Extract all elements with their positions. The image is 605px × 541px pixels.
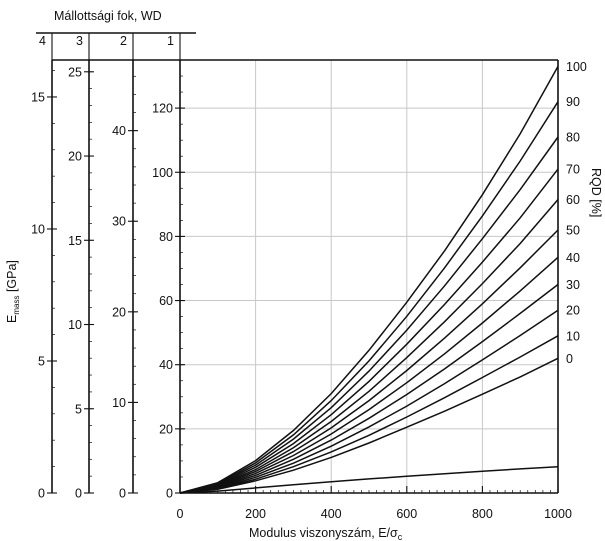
emass-axis-title-main: E [5,315,19,323]
series-curve-rqd-50 [179,229,559,494]
y-axis-tick-label: 120 [152,102,173,116]
y-axis-tick-label: 100 [152,166,173,180]
wd3-axis-tick-label: 15 [68,234,82,248]
y-axis-tick-label: 60 [159,294,173,308]
series-curve-rqd-10 [179,335,559,494]
series-curve-rqd-70 [179,168,559,494]
y-axis-tick-label: 0 [166,487,173,501]
grid [180,60,558,493]
x-axis-title: Modulus viszonyszám, E/σc [249,526,403,541]
emass-axis-title-unit: [GPa] [5,260,19,295]
top-axis-title: Mállottsági fok, WD [54,9,162,23]
wd2-axis-tick-label: 0 [119,487,126,501]
wd3-axis-tick-label: 20 [68,150,82,164]
series-curve-rqd-40 [179,256,559,494]
y-axis-tick-label: 80 [159,230,173,244]
series-curve-rqd-90 [179,101,559,494]
emass-axis-tick-label: 0 [38,487,45,501]
series-curves [179,66,559,494]
wd2-axis-tick-label: 30 [112,215,126,229]
emass-axis-tick-label: 10 [31,222,45,236]
axes [36,32,559,494]
x-axis-title-subscript: c [398,532,403,541]
series-curve-rqd-60 [179,199,559,494]
rqd-axis-title: RQD [%] [589,168,603,217]
top-axis-tick-label: 4 [39,34,46,48]
wd3-axis-tick-label: 0 [75,487,82,501]
wd2-axis-tick-label: 40 [112,124,126,138]
wd2-axis-tick-label: 20 [112,305,126,319]
rqd-label: 40 [566,251,580,265]
series-curve-rqd-100 [179,66,559,494]
rqd-label: 20 [566,304,580,318]
rqd-label: 60 [566,193,580,207]
x-tick-label: 600 [396,507,417,521]
wd2-axis-tick-label: 10 [112,396,126,410]
rqd-label: 50 [566,223,580,237]
rqd-label: 80 [566,130,580,144]
rqd-label: 90 [566,95,580,109]
series-curve-rqd-30 [179,283,559,494]
x-tick-label: 800 [472,507,493,521]
x-tick-label: 0 [177,507,184,521]
emass-axis-tick-label: 5 [38,354,45,368]
tick-labels: 0 200 400 600 800 100002040608010012001020304… [31,34,587,521]
emass-axis-title: Emass [GPa] [5,260,21,323]
emass-axis-tick-label: 15 [31,90,45,104]
x-axis-title-main: Modulus viszonyszám, E/σ [249,526,398,540]
rqd-label: 0 [566,352,573,366]
x-tick-label: 1000 [544,507,572,521]
top-axis-tick-label: 2 [120,34,127,48]
y-axis-tick-label: 40 [159,358,173,372]
rqd-label: 100 [566,60,587,74]
emass-axis-title-subscript: mass [12,296,21,315]
series-curve-rqd-20 [179,309,559,494]
rqd-label: 70 [566,163,580,177]
wd3-axis-tick-label: 10 [68,318,82,332]
y-axis-tick-label: 20 [159,422,173,436]
top-axis-tick-label: 1 [167,34,174,48]
x-tick-label: 200 [245,507,266,521]
wd3-axis-tick-label: 25 [68,65,82,79]
series-curve-rqd-80 [179,136,559,494]
wd3-axis-tick-label: 5 [75,402,82,416]
x-tick-label: 400 [321,507,342,521]
rqd-label: 10 [566,329,580,343]
series-curve-rqd-0 [179,357,559,494]
top-axis-tick-label: 3 [76,34,83,48]
rqd-label: 30 [566,278,580,292]
baseline-curve [179,465,559,494]
